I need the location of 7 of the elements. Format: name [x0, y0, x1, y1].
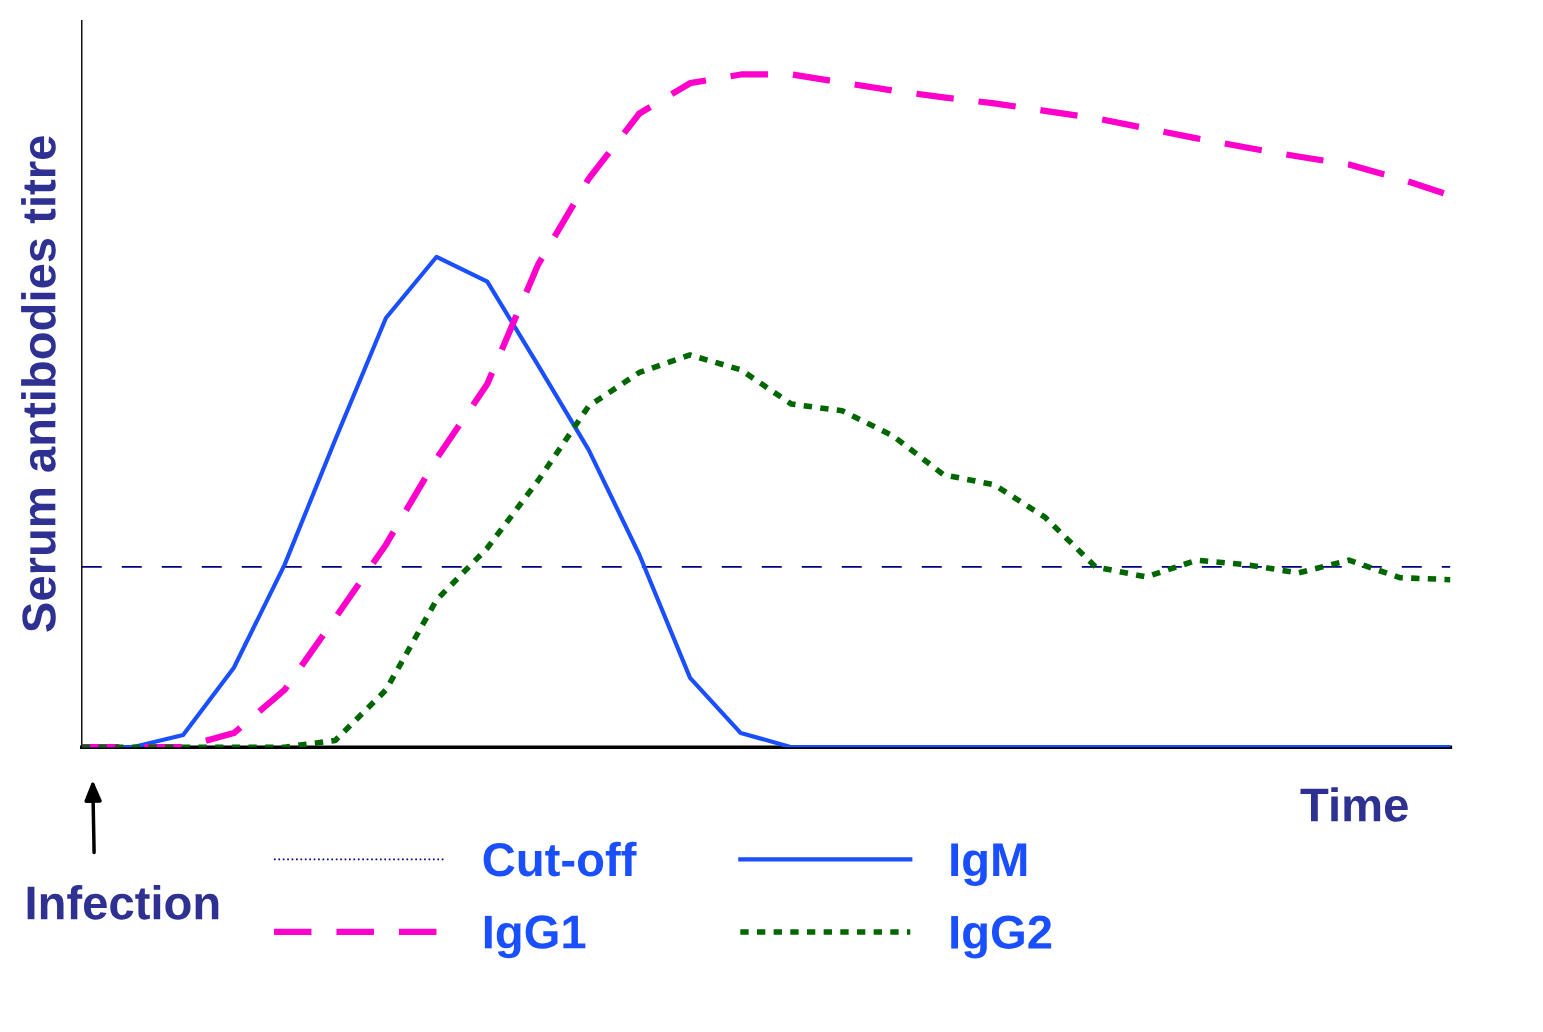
legend-label: IgM [951, 843, 1027, 886]
legend-label: IgG1 [484, 915, 586, 959]
legend-label: Cut-off [483, 841, 637, 877]
text: Infection [27, 884, 219, 920]
legend-label: IgG2 [951, 915, 1052, 959]
x-axis-title: Time [1300, 787, 1408, 822]
y-axis-title: Serum antibodies titre [21, 136, 56, 632]
